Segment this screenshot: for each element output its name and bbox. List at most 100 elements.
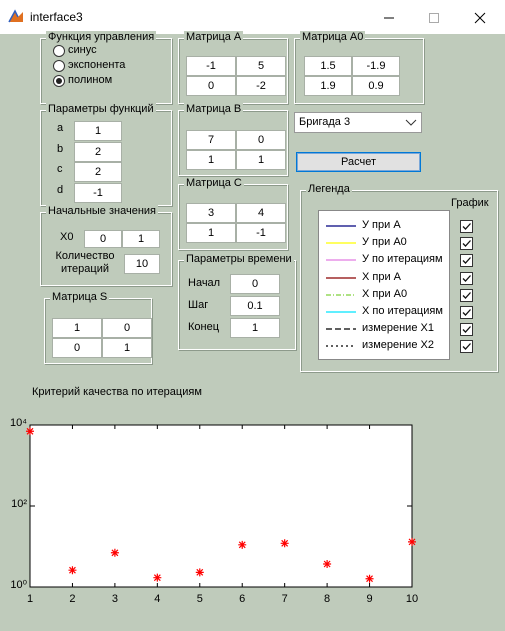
panel-title: Матрица С — [184, 177, 244, 189]
edit-box[interactable]: 4 — [236, 203, 286, 223]
legend-swatch — [324, 291, 358, 299]
edit-box[interactable]: 1 — [230, 318, 280, 338]
marker — [408, 537, 416, 546]
legend-swatch — [324, 222, 358, 230]
panel: Матрица А0 — [294, 31, 424, 104]
edit-box[interactable]: -1 — [74, 182, 122, 203]
radio-label: экспонента — [68, 59, 126, 71]
legend-box — [318, 210, 450, 360]
panel-title: Матрица А — [184, 31, 244, 43]
edit-box[interactable]: 1 — [102, 338, 152, 358]
panel-title: Параметры времени — [184, 253, 294, 265]
x-tick-label: 2 — [69, 593, 75, 605]
radio-button[interactable] — [53, 45, 65, 57]
edit-box[interactable]: 0.9 — [352, 76, 400, 96]
checkbox[interactable] — [460, 288, 473, 302]
checkbox[interactable] — [460, 271, 473, 285]
edit-box[interactable]: 10 — [124, 254, 160, 274]
marker — [323, 559, 332, 568]
edit-box[interactable]: 1 — [122, 230, 160, 248]
marker — [365, 574, 374, 583]
edit-box[interactable]: 0 — [230, 274, 280, 294]
panel-title: Матрица А0 — [300, 31, 366, 43]
marker — [238, 540, 247, 549]
checkbox[interactable] — [460, 340, 473, 354]
edit-box[interactable]: 2 — [74, 141, 122, 162]
legend-label: Х при А0 — [362, 287, 408, 300]
radio-dot — [56, 78, 62, 84]
marker — [195, 568, 204, 577]
param-label: d — [57, 183, 64, 196]
legend-label: У при А0 — [362, 236, 407, 249]
edit-box[interactable]: 3 — [186, 203, 236, 223]
legend-swatch — [324, 239, 358, 247]
legend-label: У при А — [362, 219, 401, 231]
edit-box[interactable]: -1.9 — [352, 56, 400, 76]
edit-box[interactable]: 0.1 — [230, 296, 280, 316]
legend-label: У по итерациям — [362, 253, 443, 266]
x-tick-label: 3 — [112, 593, 118, 605]
edit-box[interactable]: 0 — [186, 76, 236, 96]
window-controls[interactable] — [372, 8, 502, 28]
edit-box[interactable]: 1.9 — [304, 76, 352, 96]
legend-label: измерение Х2 — [362, 339, 434, 352]
legend-swatch — [324, 308, 358, 316]
x-tick-label: 10 — [406, 593, 418, 605]
radio-button[interactable] — [53, 75, 65, 87]
window-title: interface3 — [30, 10, 83, 24]
dropdown-arrow — [405, 119, 417, 126]
edit-box[interactable]: 0 — [102, 318, 152, 338]
checkbox[interactable] — [460, 237, 473, 251]
edit-box[interactable]: 1 — [74, 121, 122, 141]
param-label: b — [57, 142, 64, 155]
legend-label: Х при А — [362, 270, 402, 283]
checkbox[interactable] — [460, 254, 473, 268]
radio-label: синус — [68, 44, 97, 56]
edit-box[interactable]: 1.5 — [304, 56, 352, 76]
edit-box[interactable]: 0 — [236, 130, 286, 150]
checkbox[interactable] — [460, 306, 473, 319]
y-tick-label: 10⁰ — [10, 579, 27, 591]
checkbox[interactable] — [460, 323, 473, 337]
y-tick-label: 10² — [11, 498, 27, 510]
marker — [68, 566, 77, 575]
edit-box[interactable]: -2 — [236, 76, 286, 96]
edit-box[interactable]: 1 — [186, 150, 236, 170]
x-tick-label: 8 — [324, 593, 330, 605]
time-label: Шаг — [188, 299, 209, 311]
edit-box[interactable]: 1 — [236, 150, 286, 170]
calc-button[interactable]: Расчет — [296, 152, 421, 172]
edit-box[interactable]: -1 — [236, 223, 286, 243]
radio-button[interactable] — [53, 60, 65, 72]
marker — [280, 539, 289, 548]
x0-label: X0 — [60, 231, 74, 243]
legend-label: измерение Х1 — [362, 322, 434, 335]
panel-title: Матрица В — [184, 103, 244, 115]
panel: Матрица С — [178, 177, 288, 250]
edit-box[interactable]: 0 — [84, 230, 122, 248]
x-tick-label: 1 — [27, 593, 33, 605]
legend-swatch — [324, 274, 358, 282]
edit-box[interactable]: 1 — [52, 318, 102, 338]
edit-box[interactable]: 2 — [74, 162, 122, 182]
y-tick-label: 10⁴ — [10, 417, 27, 429]
edit-box[interactable]: -1 — [186, 56, 236, 76]
app-icon — [8, 9, 23, 23]
edit-box[interactable]: 1 — [186, 223, 236, 243]
legend-label: Х по итерациям — [362, 305, 443, 317]
button-label: Расчет — [341, 156, 376, 168]
panel-title: Начальные значения — [46, 205, 158, 217]
panel-title: Параметры функций — [46, 103, 156, 115]
edit-box[interactable]: 5 — [236, 56, 286, 76]
time-label: Начал — [188, 277, 221, 289]
param-label: c — [57, 163, 63, 175]
panel: Параметры времени — [178, 253, 296, 350]
x-tick-label: 7 — [282, 593, 288, 605]
dropdown[interactable]: Бригада 3 — [294, 112, 422, 133]
iterations-label: Количество итераций — [55, 250, 115, 275]
panel-title: Функция управления — [46, 31, 157, 43]
edit-box[interactable]: 0 — [52, 338, 102, 358]
checkbox[interactable] — [460, 220, 473, 233]
edit-box[interactable]: 7 — [186, 130, 236, 150]
panel-title: Матрица S — [50, 291, 110, 303]
